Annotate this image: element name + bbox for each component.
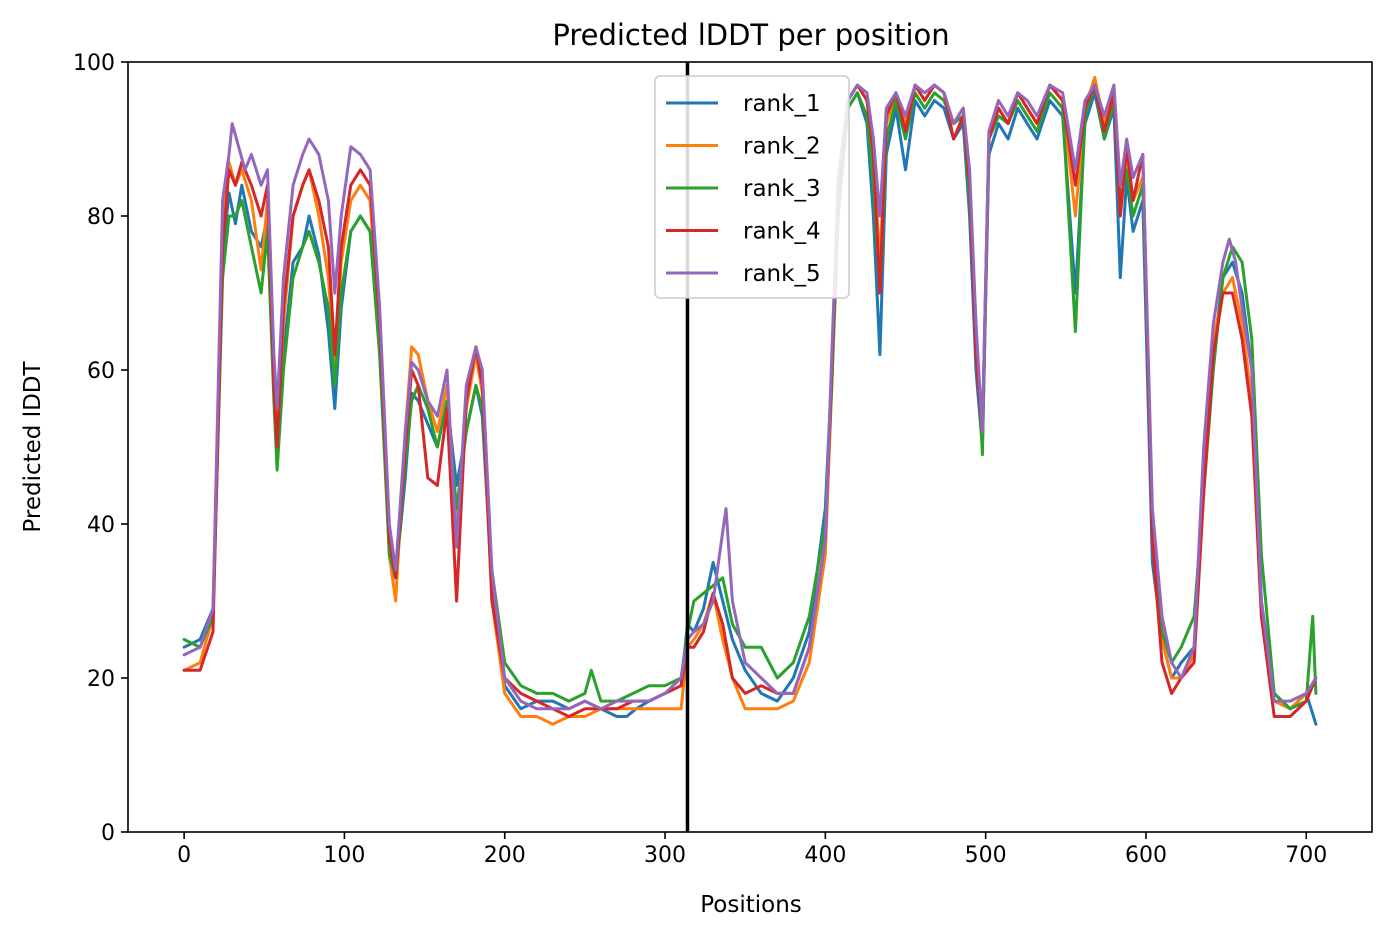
axis-ticks: 0 100 200 300 400 500 600 700 0 20 40 60 80 100: [73, 51, 1327, 868]
series-lines: [182, 75, 1318, 726]
legend-label-rank_2: rank_2: [743, 134, 821, 160]
legend-label-rank_4: rank_4: [743, 219, 821, 245]
x-tick-label: 600: [1125, 843, 1167, 868]
y-tick-label: 20: [87, 667, 115, 692]
x-tick-label: 300: [644, 843, 686, 868]
series-line-rank_3: [182, 83, 1318, 711]
chart-title: Predicted lDDT per position: [552, 18, 949, 52]
legend: rank_1 rank_2 rank_3 rank_4 rank_5: [654, 75, 850, 299]
x-tick-label: 500: [965, 843, 1007, 868]
plot-frame: [127, 61, 1373, 833]
y-tick-label: 0: [101, 821, 115, 846]
x-tick-label: 0: [177, 843, 191, 868]
y-axis-label: Predicted lDDT: [20, 360, 46, 532]
x-tick-label: 200: [484, 843, 526, 868]
x-tick-label: 400: [804, 843, 846, 868]
legend-box: [654, 75, 850, 299]
x-tick-label: 100: [323, 843, 365, 868]
x-axis-label: Positions: [700, 892, 802, 918]
y-tick-label: 100: [73, 51, 115, 76]
y-tick-label: 40: [87, 513, 115, 538]
x-tick-label: 700: [1285, 843, 1327, 868]
legend-label-rank_5: rank_5: [743, 261, 821, 287]
series-line-rank_4: [182, 83, 1318, 718]
series-line-rank_5: [182, 83, 1318, 711]
y-tick-label: 80: [87, 205, 115, 230]
legend-label-rank_1: rank_1: [743, 91, 821, 117]
y-tick-label: 60: [87, 359, 115, 384]
legend-label-rank_3: rank_3: [743, 176, 821, 202]
